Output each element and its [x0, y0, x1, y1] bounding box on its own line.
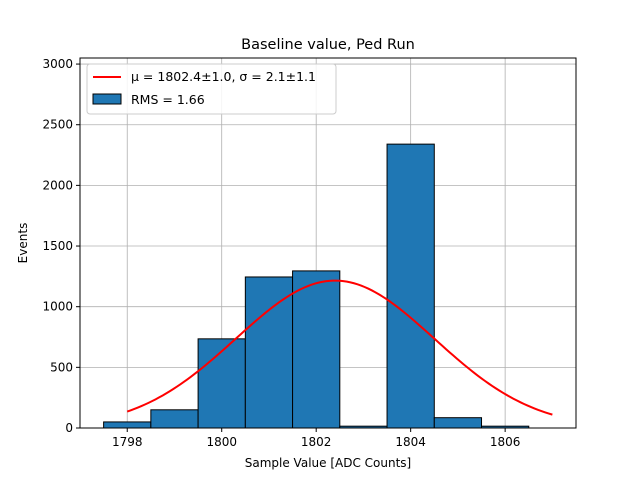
legend-box	[86, 63, 337, 115]
x-tick-label: 1802	[301, 435, 332, 449]
x-tick-label: 1804	[395, 435, 426, 449]
y-axis-label: Events	[16, 223, 30, 264]
legend-histogram-swatch	[92, 93, 122, 105]
x-tick-label: 1800	[206, 435, 237, 449]
y-axis-ticks: 0 500 1000 1500 2000 2500 3000	[42, 57, 80, 435]
histogram-bars	[103, 143, 530, 429]
chart-title: Baseline value, Ped Run	[241, 37, 415, 53]
y-tick-label: 2500	[42, 118, 73, 132]
x-tick-label: 1798	[112, 435, 143, 449]
histogram-bar	[433, 417, 483, 429]
y-tick-label: 3000	[42, 57, 73, 71]
legend-fit-label: μ = 1802.4±1.0, σ = 2.1±1.1	[131, 69, 316, 84]
grid	[80, 58, 576, 429]
y-tick-label: 2000	[42, 178, 73, 192]
x-tick-label: 1806	[490, 435, 521, 449]
histogram-bar	[244, 276, 294, 429]
legend-histogram-label: RMS = 1.66	[131, 92, 205, 107]
legend: μ = 1802.4±1.0, σ = 2.1±1.1 RMS = 1.66	[86, 63, 337, 115]
x-axis-ticks: 1798 1800 1802 1804 1806	[112, 428, 520, 449]
plot-frame	[79, 57, 577, 429]
y-tick-label: 1500	[42, 239, 73, 253]
gaussian-fit-curve	[126, 279, 553, 416]
y-tick-label: 0	[65, 421, 73, 435]
histogram-bar	[292, 270, 341, 429]
histogram-bar	[150, 409, 199, 429]
y-tick-label: 500	[50, 360, 73, 374]
histogram-bar	[103, 421, 152, 429]
y-tick-label: 1000	[42, 300, 73, 314]
histogram-bar	[386, 143, 435, 429]
x-axis-label: Sample Value [ADC Counts]	[245, 456, 411, 470]
